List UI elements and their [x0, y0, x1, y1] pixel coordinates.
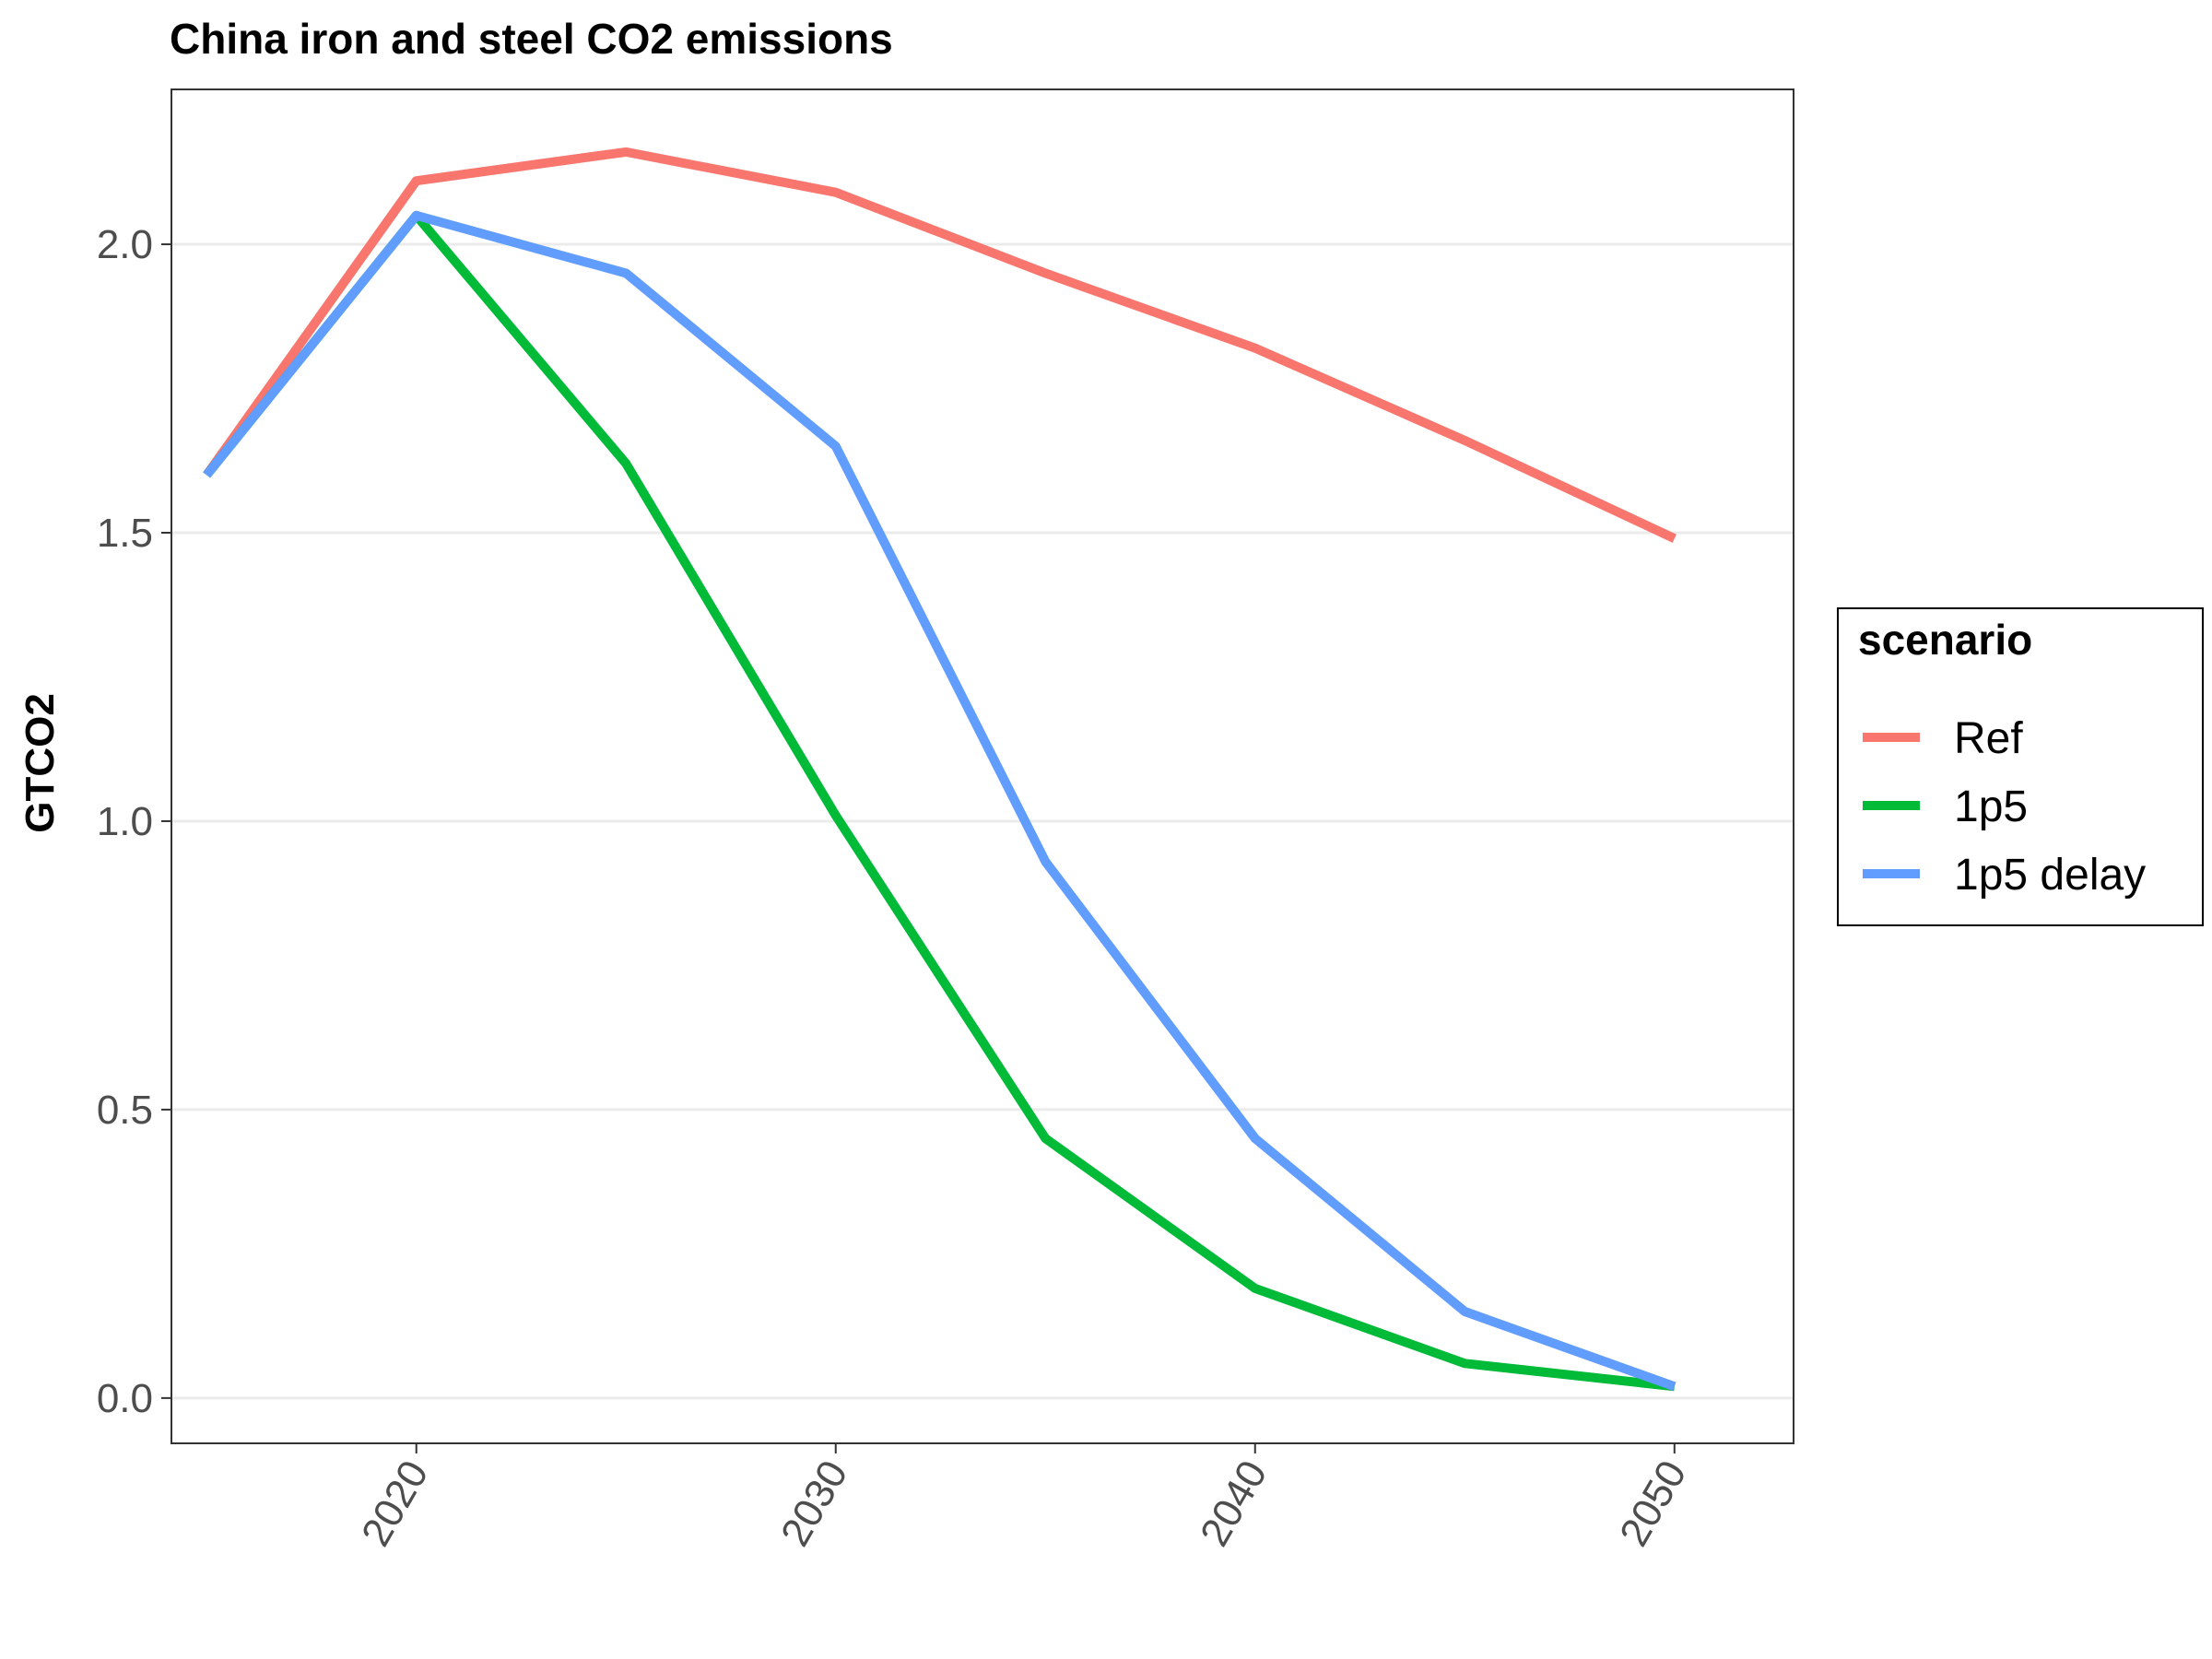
- x-tick-label: 2040: [1192, 1453, 1276, 1554]
- legend-title: scenario: [1858, 616, 2032, 664]
- x-tick-label: 2050: [1611, 1453, 1695, 1554]
- x-tick-label: 2020: [353, 1453, 437, 1554]
- y-axis: 0.0 0.5 1.0 1.5 2.0: [97, 222, 171, 1421]
- chart-title: China iron and steel CO2 emissions: [170, 15, 893, 63]
- series-line-1p5: [203, 210, 1676, 1392]
- y-gridlines: [171, 242, 1794, 1400]
- y-tick-label: 2.0: [97, 222, 153, 267]
- y-tick-label: 0.0: [97, 1376, 153, 1421]
- legend-label: Ref: [1954, 714, 2023, 763]
- series-line-ref: [203, 147, 1677, 543]
- x-axis: 2020 2030 2040 2050: [353, 1443, 1695, 1554]
- series-lines: [203, 147, 1677, 1392]
- series-line-1p5-delay: [203, 210, 1677, 1392]
- x-tick-label: 2030: [772, 1453, 856, 1554]
- legend-label: 1p5 delay: [1954, 851, 2146, 900]
- y-tick-label: 1.0: [97, 799, 153, 844]
- legend: scenario Ref 1p5 1p5 delay: [1837, 607, 2204, 926]
- legend-label: 1p5: [1954, 782, 2028, 831]
- y-axis-title: GTCO2: [18, 693, 63, 833]
- legend-items: Ref 1p5 1p5 delay: [1863, 714, 2146, 900]
- y-tick-label: 1.5: [97, 511, 153, 556]
- y-tick-label: 0.5: [97, 1088, 153, 1133]
- plot-panel-border: [171, 88, 1794, 1444]
